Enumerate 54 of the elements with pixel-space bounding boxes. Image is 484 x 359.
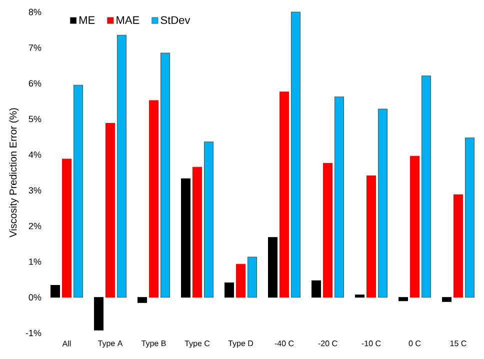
bar	[410, 156, 420, 298]
bar	[106, 123, 115, 298]
bar	[454, 194, 463, 298]
x-tick-label: All	[62, 340, 71, 346]
bar	[268, 237, 278, 298]
legend-label: MAE	[116, 16, 140, 24]
bar	[355, 294, 364, 298]
y-tick-label: 0%	[28, 294, 42, 301]
bar	[149, 100, 159, 298]
bar	[398, 297, 408, 302]
y-tick-label: -1%	[26, 330, 42, 336]
bar	[192, 166, 202, 298]
legend-label: StDev	[160, 16, 190, 24]
x-tick-label: Type A	[98, 340, 123, 348]
bar	[323, 162, 333, 298]
bar	[62, 158, 72, 298]
bar	[160, 52, 170, 298]
bar	[280, 92, 289, 298]
bar	[334, 96, 344, 298]
bar	[50, 284, 60, 298]
y-tick-label: 6%	[28, 80, 42, 87]
y-tick-label: 2%	[28, 222, 42, 230]
bar	[378, 108, 388, 298]
x-tick-label: 0 C	[408, 340, 421, 346]
bar	[248, 256, 258, 298]
y-tick-label: 1%	[29, 258, 42, 265]
bar	[181, 178, 190, 298]
bar	[138, 297, 148, 303]
y-tick-label: 7%	[28, 44, 42, 51]
y-tick-label: 5%	[28, 116, 42, 122]
x-tick-label: Type B	[141, 340, 166, 348]
bar	[94, 297, 104, 330]
y-tick-label: 8%	[28, 8, 42, 16]
y-tick-label: 4%	[28, 152, 42, 158]
bar	[204, 142, 214, 298]
x-tick-label: 15 C	[450, 340, 466, 346]
x-tick-label: -20 C	[318, 340, 338, 346]
legend-label: ME	[80, 16, 95, 24]
bar	[442, 297, 452, 302]
bar	[422, 76, 432, 298]
bar	[465, 138, 474, 298]
bar	[224, 282, 234, 298]
x-tick-label: Type C	[184, 340, 210, 348]
bar	[291, 12, 300, 298]
y-axis-title: Viscosity Prediction Error (%)	[9, 108, 19, 238]
y-tick-label: 3%	[28, 187, 42, 194]
x-tick-label: Type D	[228, 340, 254, 348]
bar	[236, 264, 246, 298]
bar	[74, 84, 83, 298]
bar	[117, 34, 126, 298]
bar	[366, 175, 376, 298]
x-tick-label: -40 C	[274, 340, 294, 346]
bar	[312, 280, 322, 298]
x-tick-label: -10 C	[362, 340, 381, 346]
